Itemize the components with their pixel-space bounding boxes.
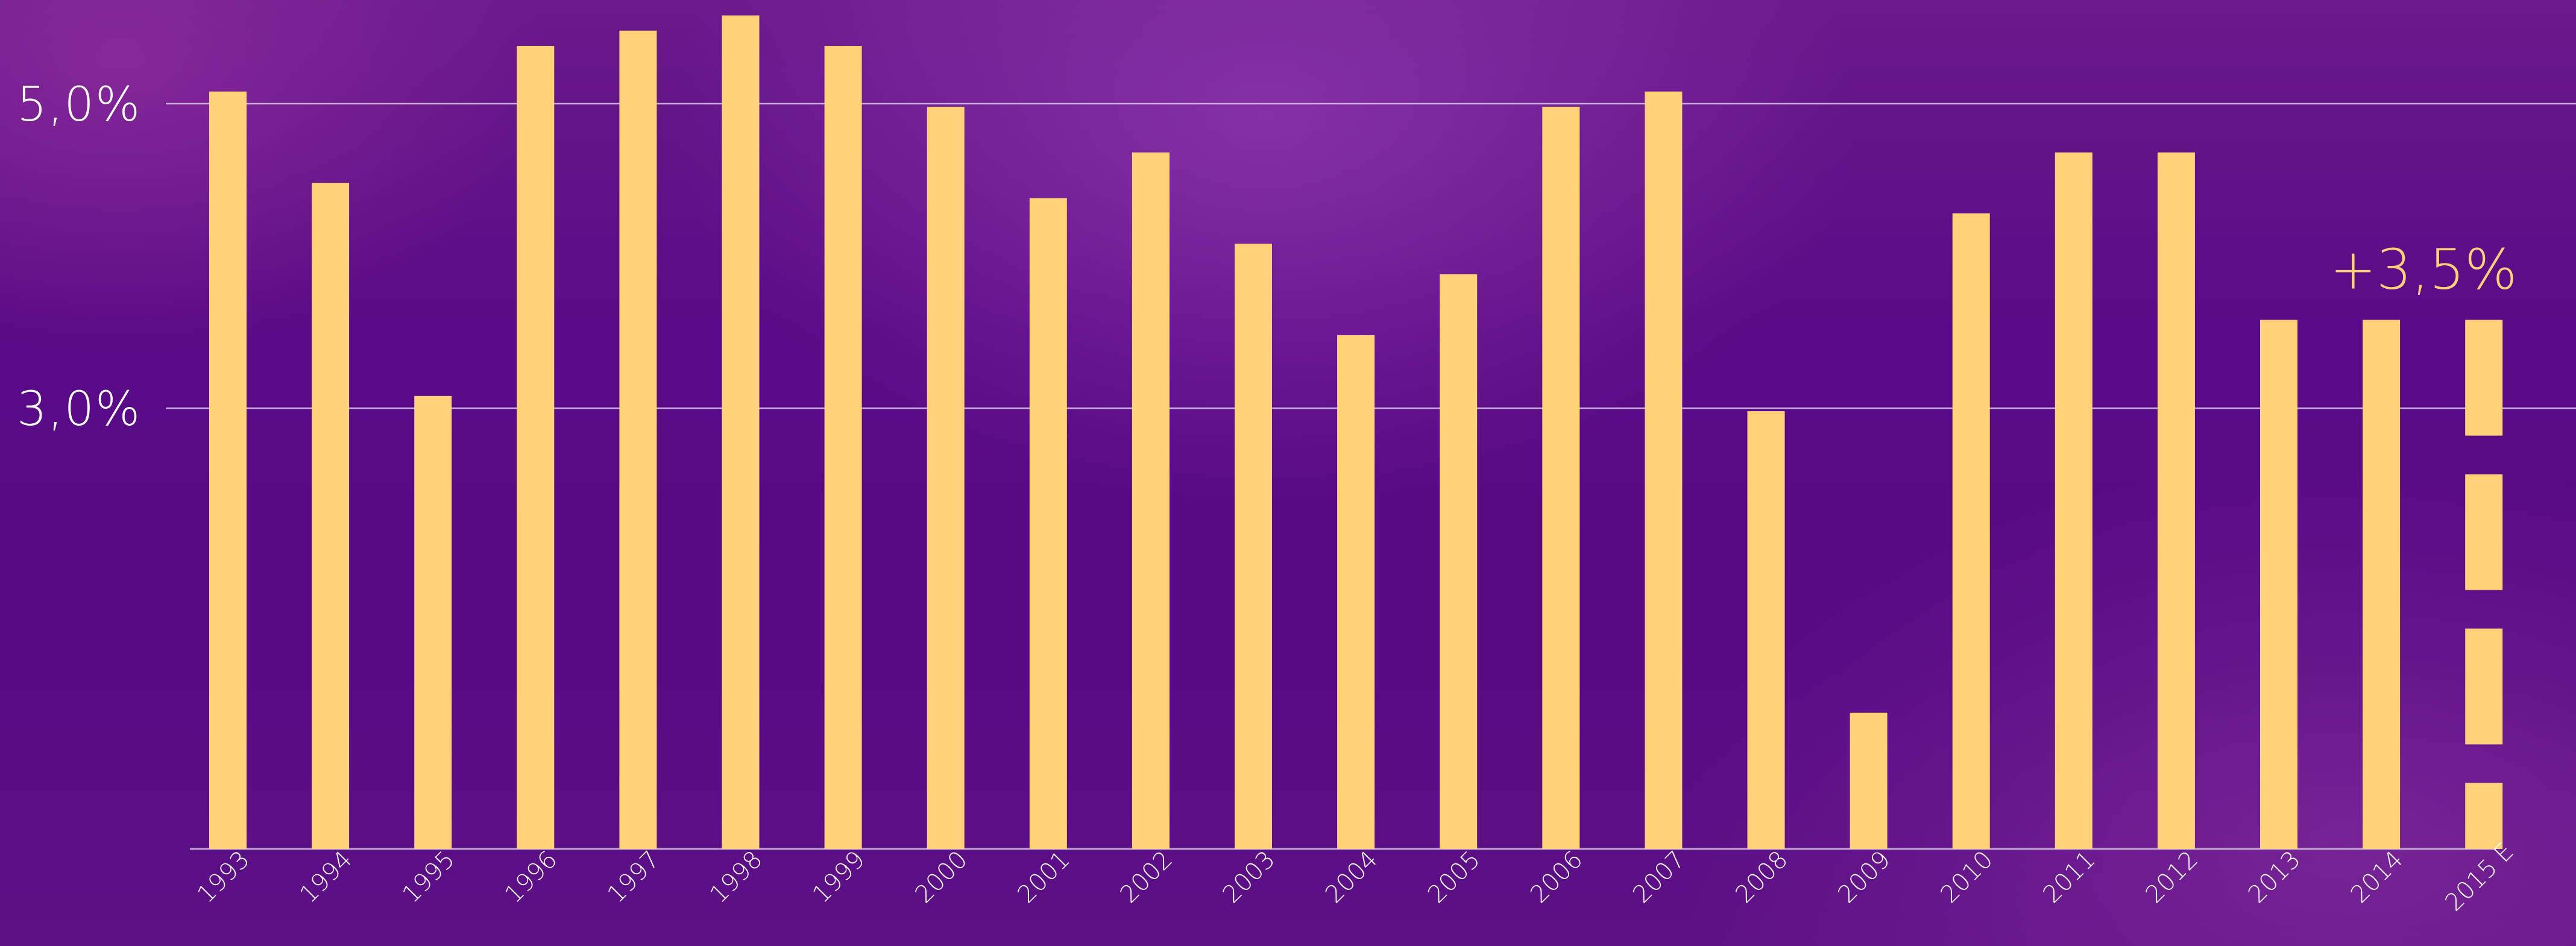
bar-segment (2465, 628, 2503, 745)
y-axis-tick-labels: 5,0% 3,0% (17, 78, 141, 437)
bar-segment (2465, 320, 2503, 436)
bar-2004 (1337, 335, 1375, 849)
bar-2009 (1850, 713, 1888, 849)
estimate-annotation: +3,5% (2330, 238, 2518, 302)
bar-2014 (2363, 320, 2401, 849)
bar-2010 (1952, 213, 1990, 849)
bar-2008 (1747, 411, 1785, 849)
bar-2011 (2055, 152, 2093, 849)
bar-2012 (2157, 152, 2195, 849)
x-tick-label: 2012 (2140, 846, 2203, 909)
x-tick-label: 2006 (1525, 846, 1589, 909)
x-tick-label: 2008 (1730, 846, 1793, 909)
bar-1994 (312, 183, 350, 849)
bar-1993 (209, 91, 247, 849)
bar-1997 (619, 30, 657, 849)
bar-segment (2465, 474, 2503, 590)
bar-segment (2465, 783, 2503, 849)
bar-2001 (1029, 198, 1067, 849)
x-tick-label: 1997 (602, 846, 666, 909)
x-tick-label: 2002 (1115, 846, 1178, 909)
x-tick-label: 2013 (2243, 846, 2307, 909)
x-tick-label: 1998 (705, 846, 768, 909)
x-tick-label: 1993 (192, 846, 256, 909)
bar-2005 (1440, 274, 1478, 849)
x-tick-label: 1995 (397, 846, 461, 909)
bar-1998 (722, 15, 760, 849)
x-tick-label: 2011 (2038, 846, 2101, 909)
bar-2007 (1645, 91, 1683, 849)
bar-1999 (824, 46, 862, 849)
y-tick-label: 5,0% (17, 78, 141, 132)
bar-2003 (1235, 244, 1272, 849)
bar-2013 (2260, 320, 2297, 849)
bar-1996 (517, 46, 555, 849)
x-tick-label: 2010 (1935, 846, 1998, 909)
x-tick-label: 1994 (295, 846, 358, 909)
x-tick-label: 2004 (1320, 846, 1384, 909)
x-tick-label: 1999 (807, 846, 871, 909)
x-tick-label: 2003 (1218, 846, 1281, 909)
bar-2002 (1132, 152, 1170, 849)
bar-2000 (927, 107, 965, 849)
x-tick-label: 1996 (500, 846, 563, 909)
x-tick-label: 2000 (910, 846, 973, 909)
bar-2015-e (2465, 320, 2503, 849)
x-tick-label: 2007 (1628, 846, 1691, 909)
x-tick-label: 2009 (1833, 846, 1896, 909)
y-tick-label: 3,0% (17, 382, 141, 437)
x-tick-label: 2001 (1012, 846, 1075, 909)
x-tick-label: 2005 (1423, 846, 1486, 909)
x-tick-label: 2014 (2346, 846, 2409, 909)
bar-2006 (1542, 107, 1580, 849)
bars (209, 15, 2503, 849)
bar-1995 (414, 396, 452, 849)
